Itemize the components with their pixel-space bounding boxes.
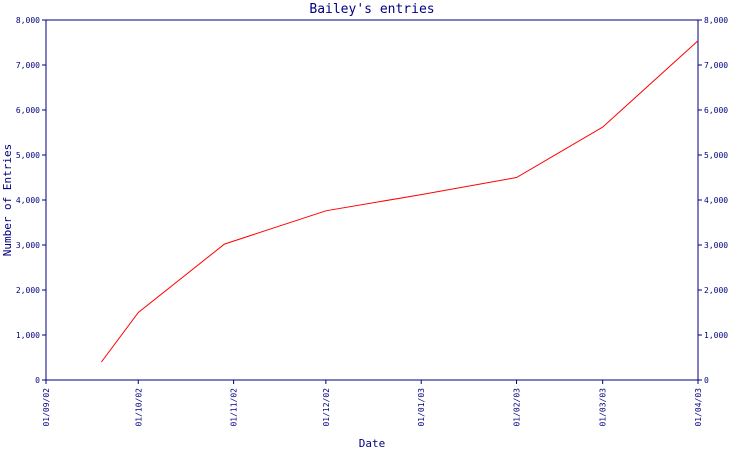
plot-frame	[45, 19, 699, 381]
y-axis-right: 0 1,000 2,000 3,000 4,000 5,000 6,000 7,000 8,00…	[698, 16, 728, 385]
y-tick-label-left: 2,000	[16, 286, 40, 295]
y-tick-label-right: 1,000	[704, 331, 728, 340]
x-axis: 01/09/02 01/10/02 01/11/02 01/12/02 01/01/03…	[42, 380, 703, 427]
y-tick-label-right: 2,000	[704, 286, 728, 295]
y-tick-label-right: 6,000	[704, 106, 728, 115]
y-axis-label: Number of Entries	[1, 144, 14, 257]
y-tick-label-left: 5,000	[16, 151, 40, 160]
x-tick-label: 01/02/03	[513, 388, 522, 427]
x-tick-label: 01/11/02	[230, 388, 239, 427]
x-tick-label: 01/09/02	[42, 388, 51, 427]
x-tick-label: 01/01/03	[417, 388, 426, 427]
x-tick-label: 01/10/02	[134, 388, 143, 427]
y-tick-label-right: 3,000	[704, 241, 728, 250]
y-tick-label-left: 6,000	[16, 106, 40, 115]
y-tick-label-left: 1,000	[16, 331, 40, 340]
y-tick-label-left: 0	[35, 376, 40, 385]
y-tick-label-left: 8,000	[16, 16, 40, 25]
chart-title: Bailey's entries	[309, 2, 434, 17]
y-axis-left: 0 1,000 2,000 3,000 4,000 5,000 6,000 7,000 8,00…	[16, 16, 46, 385]
x-axis-label: Date	[359, 437, 386, 450]
x-tick-label: 01/12/02	[322, 388, 331, 427]
y-tick-label-left: 3,000	[16, 241, 40, 250]
x-tick-label: 01/03/03	[599, 388, 608, 427]
series-line	[100, 40, 699, 363]
y-tick-label-right: 0	[704, 376, 709, 385]
y-tick-label-right: 7,000	[704, 61, 728, 70]
y-tick-label-right: 8,000	[704, 16, 728, 25]
y-tick-label-right: 5,000	[704, 151, 728, 160]
y-tick-label-right: 4,000	[704, 196, 728, 205]
y-tick-label-left: 7,000	[16, 61, 40, 70]
x-tick-label: 01/04/03	[694, 388, 703, 427]
series-layer	[100, 40, 699, 363]
y-tick-label-left: 4,000	[16, 196, 40, 205]
